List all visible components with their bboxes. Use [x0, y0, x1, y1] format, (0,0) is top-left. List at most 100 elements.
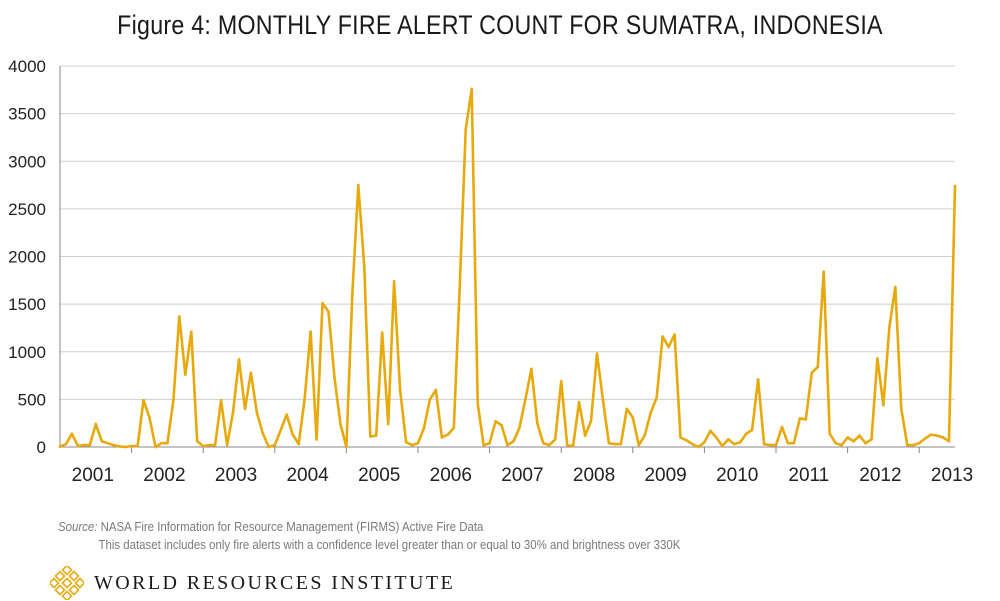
data-point	[249, 371, 253, 375]
data-point	[315, 438, 318, 441]
data-point	[422, 426, 426, 430]
data-point	[715, 436, 718, 439]
gridlines	[59, 65, 955, 448]
data-point	[291, 433, 295, 436]
data-point	[410, 443, 414, 447]
data-point	[124, 445, 127, 449]
x-tick-label: 2003	[215, 465, 257, 486]
data-point	[339, 422, 342, 426]
data-point	[237, 358, 241, 361]
y-tick-label: 0	[37, 438, 46, 457]
data-point	[345, 445, 348, 449]
data-point	[255, 411, 259, 415]
data-point	[923, 437, 927, 440]
data-point	[631, 416, 635, 419]
y-tick-label: 3000	[8, 152, 46, 171]
wri-lattice-logo-icon	[50, 566, 84, 600]
data-point	[625, 407, 629, 411]
data-point	[476, 401, 480, 405]
data-point	[595, 352, 599, 356]
data-point	[172, 399, 175, 402]
data-point	[112, 443, 115, 447]
y-tick-label: 500	[18, 390, 46, 409]
data-point	[846, 436, 849, 439]
x-tick-label: 2004	[286, 465, 329, 486]
x-tick-label: 2013	[931, 465, 973, 486]
data-point	[649, 411, 652, 415]
y-axis: 0 500 1000 1500 2000 2500 3000 3500 4000	[8, 57, 46, 457]
data-point	[876, 357, 879, 360]
data-point	[88, 443, 92, 447]
x-tick-label: 2012	[859, 465, 901, 486]
data-point	[553, 438, 557, 441]
data-point	[351, 291, 354, 295]
x-tick-label: 2005	[358, 465, 400, 486]
data-point	[160, 441, 163, 445]
x-tick-label: 2009	[644, 465, 686, 486]
data-point	[166, 441, 169, 445]
x-tick-label: 2011	[788, 465, 829, 486]
x-tick-label: 2001	[72, 465, 114, 486]
logo-diamond	[61, 590, 73, 600]
data-point	[906, 443, 909, 447]
data-point	[673, 333, 676, 336]
data-point	[458, 283, 462, 287]
data-point	[607, 441, 611, 445]
data-point	[536, 421, 539, 425]
data-point	[58, 445, 62, 448]
data-point	[94, 422, 98, 426]
logo-diamond	[54, 584, 66, 596]
y-tick-label: 2000	[8, 248, 46, 267]
data-point	[518, 426, 521, 430]
data-point	[333, 376, 336, 379]
y-tick-label: 1000	[8, 343, 46, 362]
data-point	[190, 330, 193, 334]
data-point	[894, 285, 897, 289]
data-point	[500, 423, 503, 427]
data-point	[106, 441, 109, 445]
data-point	[374, 434, 378, 437]
data-point	[619, 442, 623, 446]
data-point	[601, 399, 605, 402]
data-point	[655, 396, 658, 399]
data-point	[888, 325, 891, 329]
data-point	[76, 444, 80, 448]
data-point	[559, 380, 563, 383]
data-point	[231, 411, 235, 415]
logo-diamond	[68, 570, 80, 582]
footer: WORLD RESOURCES INSTITUTE	[50, 565, 455, 601]
x-axis: 2001 2002 2003 2004 2005 2006 2007 2008 2009 2010…	[72, 447, 973, 486]
data-point	[273, 443, 277, 447]
data-point	[357, 183, 360, 187]
data-point	[178, 315, 181, 318]
data-point	[786, 441, 790, 445]
data-point	[261, 432, 265, 436]
data-point	[732, 442, 736, 446]
source-note: Source: NASA Fire Information for Resour…	[58, 518, 680, 554]
data-point	[184, 373, 187, 376]
data-point	[142, 399, 145, 402]
logo-diamond	[74, 577, 84, 589]
data-point	[548, 443, 551, 447]
data-point	[279, 428, 283, 432]
data-point	[404, 440, 408, 444]
source-text: NASA Fire Information for Resource Manag…	[100, 519, 484, 534]
data-point	[225, 443, 229, 447]
data-point	[667, 345, 670, 349]
y-tick-label: 4000	[8, 57, 46, 76]
data-point	[953, 184, 957, 188]
data-point	[780, 425, 784, 429]
chart-title: Figure 4: MONTHLY FIRE ALERT COUNT FOR S…	[117, 10, 883, 40]
data-point	[100, 440, 104, 443]
data-point	[506, 443, 509, 447]
data-point	[201, 444, 205, 448]
data-point	[392, 280, 396, 283]
data-point	[321, 301, 324, 305]
data-point	[309, 330, 312, 334]
x-tick-label: 2010	[716, 465, 758, 486]
data-point	[380, 331, 384, 335]
data-point	[679, 436, 682, 439]
data-point	[756, 378, 760, 381]
data-point	[822, 270, 825, 274]
y-tick-label: 3500	[8, 105, 46, 124]
